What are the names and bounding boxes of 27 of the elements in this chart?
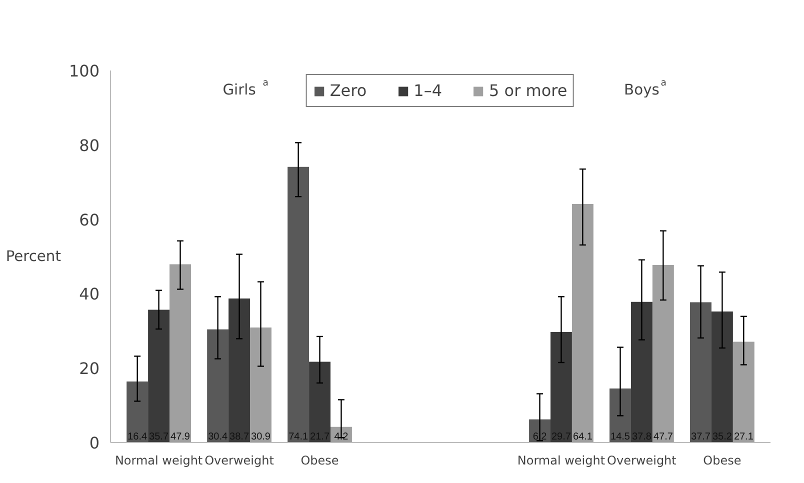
data-label: 4.2 — [334, 432, 349, 442]
data-label: 47.9 — [170, 432, 190, 442]
x-tick-label: Obese — [703, 454, 742, 468]
y-tick-label: 40 — [79, 284, 100, 304]
x-tick-label: Obese — [300, 454, 339, 468]
legend-label: 1–4 — [414, 81, 442, 100]
y-tick-label: 20 — [79, 359, 100, 378]
y-axis-title: Percent — [6, 248, 62, 265]
x-tick-label: Normal weight — [114, 454, 203, 468]
y-tick-label: 0 — [89, 434, 100, 452]
y-tick-label: 80 — [79, 136, 100, 155]
y-tick-label: 100 — [68, 62, 100, 80]
x-tick-label: Overweight — [204, 454, 274, 468]
legend-label: 5 or more — [489, 81, 568, 100]
legend-label: Zero — [330, 81, 367, 100]
data-label: 16.4 — [128, 432, 148, 442]
x-tick-label: Normal weight — [517, 454, 606, 468]
x-tick-label: Overweight — [607, 454, 677, 468]
data-label: 27.1 — [734, 432, 754, 442]
data-label: 64.1 — [572, 432, 593, 442]
data-label: 30.9 — [251, 432, 271, 442]
data-label: 74.1 — [288, 432, 308, 442]
data-label: 47.7 — [653, 432, 674, 442]
data-label: 37.7 — [691, 432, 711, 442]
data-label: 30.4 — [208, 432, 228, 442]
data-label: 14.5 — [610, 432, 630, 442]
y-tick-label: 60 — [79, 210, 100, 230]
